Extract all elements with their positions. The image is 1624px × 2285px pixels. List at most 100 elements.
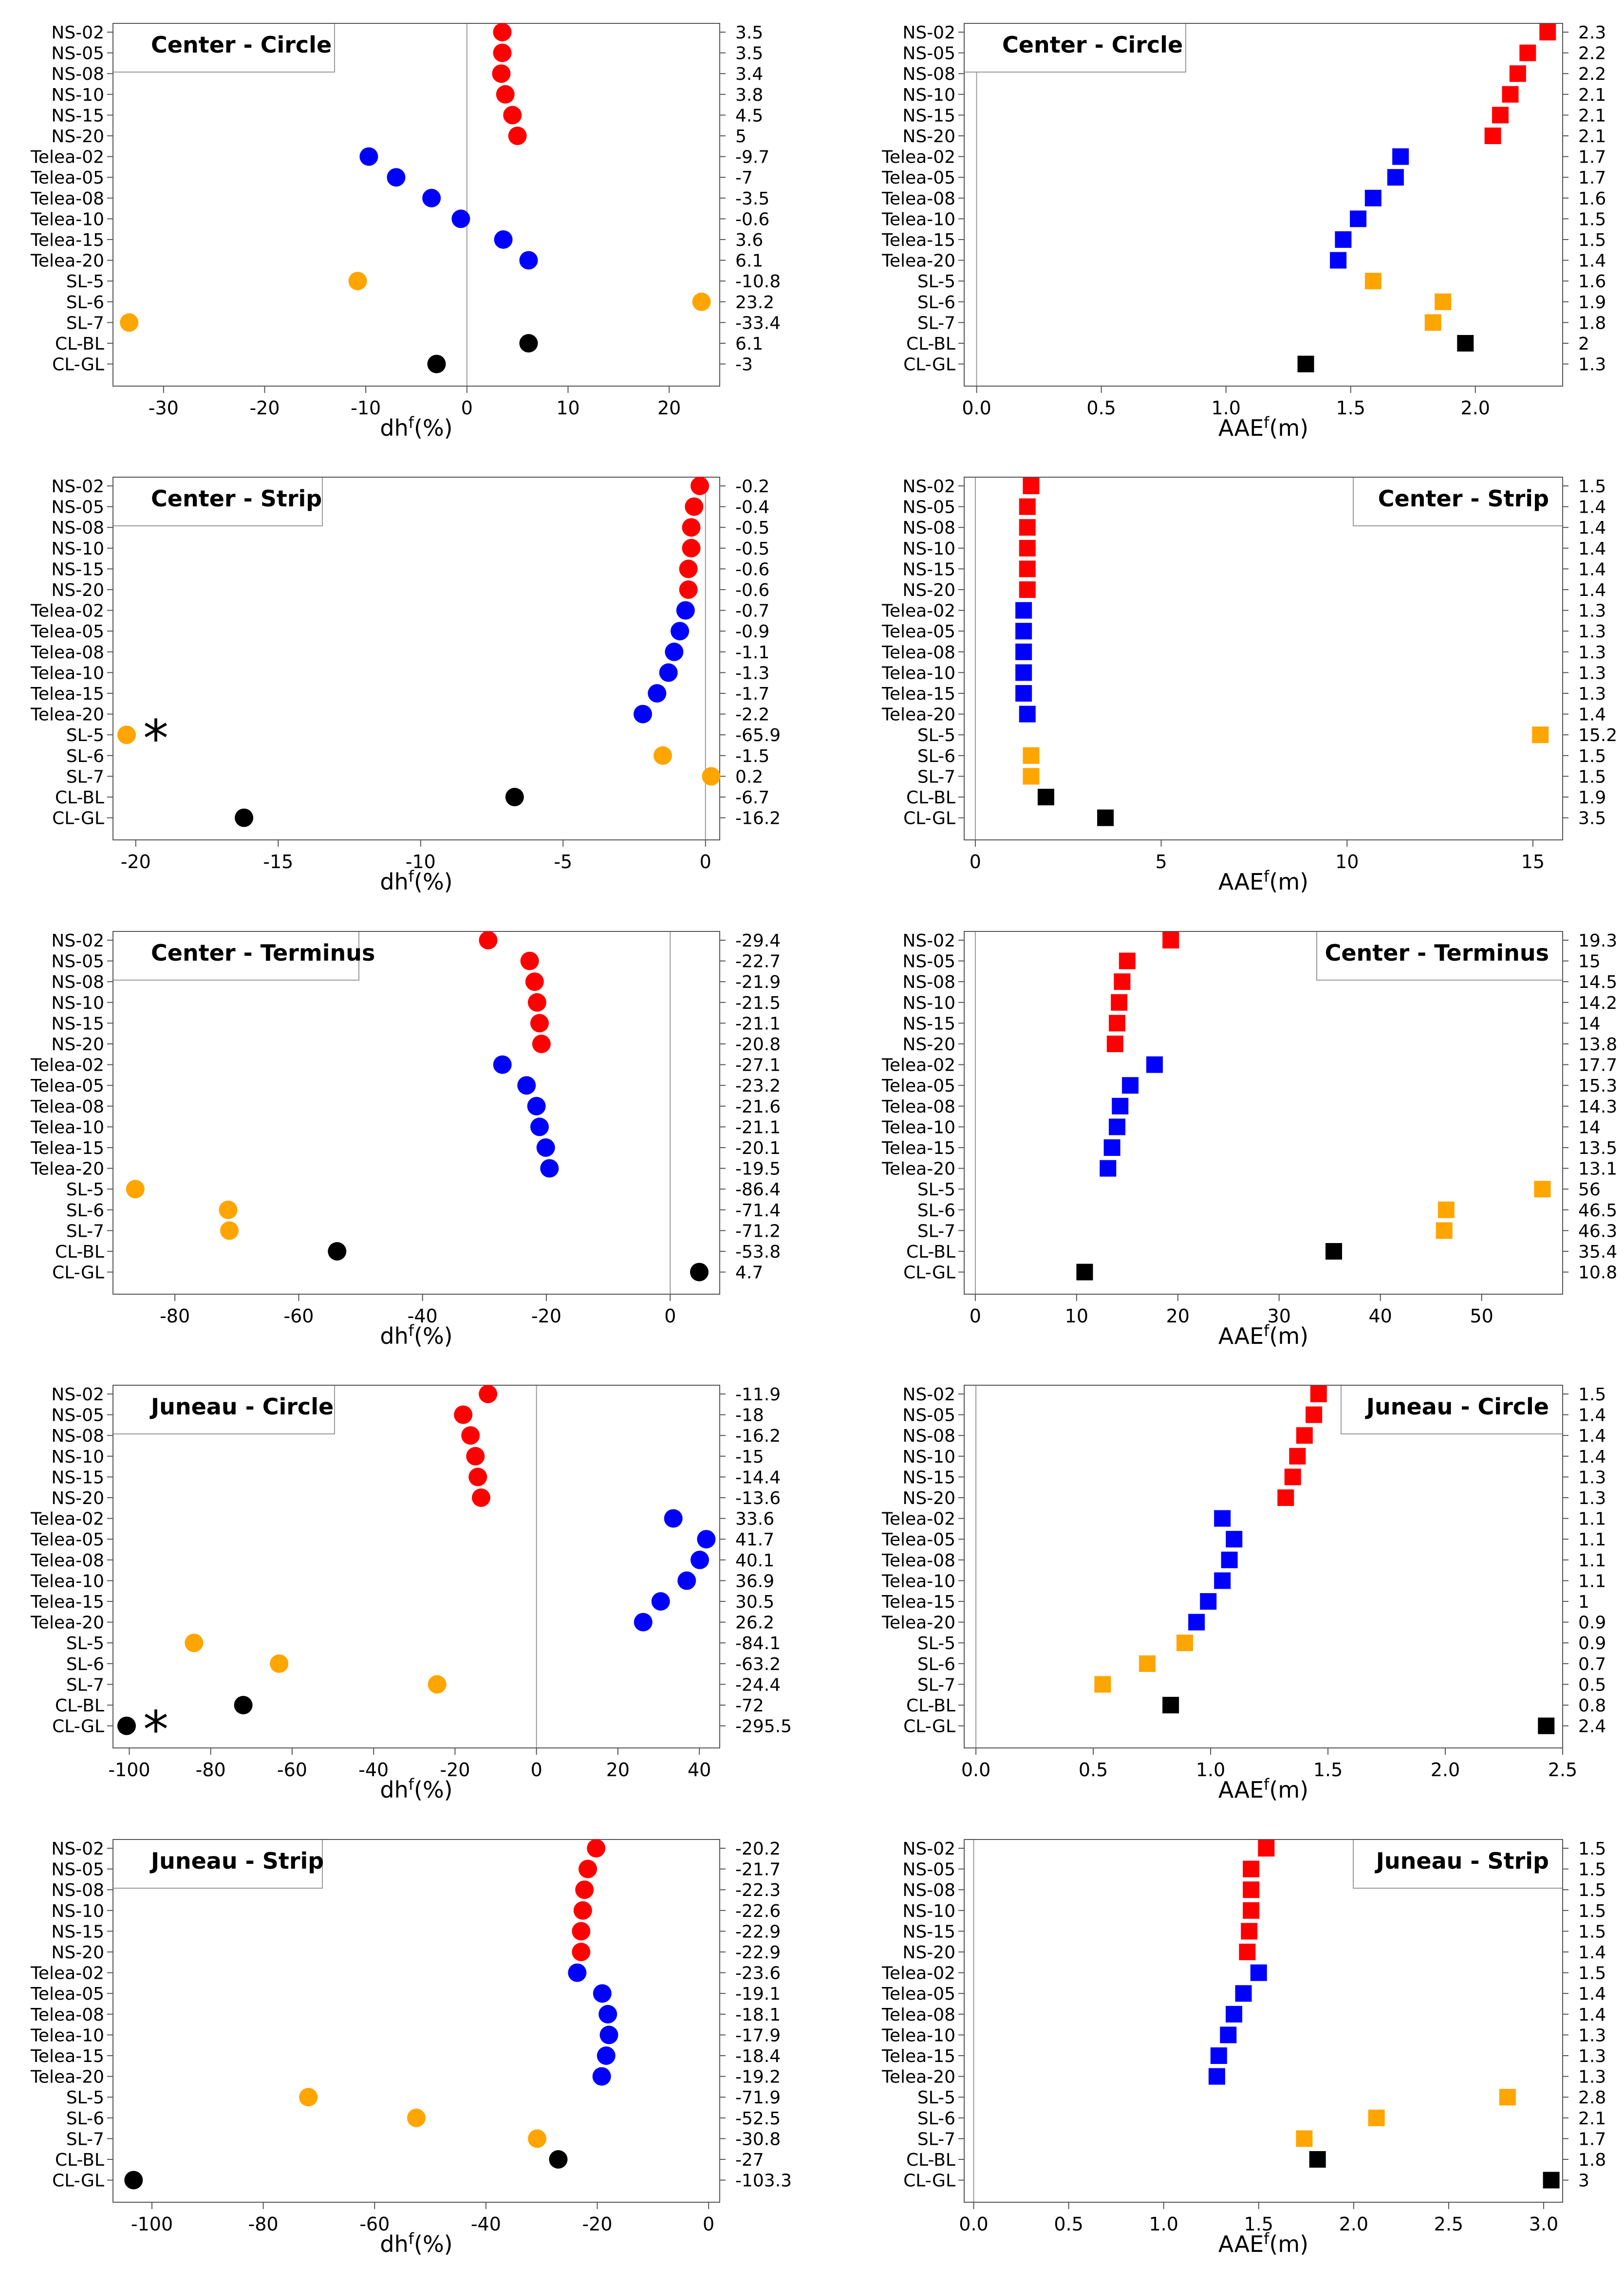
y-tick-label: NS-15 [51,106,104,126]
y-tick-label: NS-10 [51,993,104,1013]
data-label: -1.1 [735,643,769,663]
y-tick-label: Telea-02 [881,1056,955,1076]
y-tick-label: NS-08 [51,518,104,538]
x-axis-title: AAEf(m) [1218,2229,1308,2257]
panel-4: Center - TerminusNS-02NS-05NS-08NS-10NS-… [30,931,781,1349]
data-label: 1.3 [1578,2025,1606,2045]
data-label: -22.9 [735,1922,781,1942]
panel-title: Juneau - Circle [1341,1385,1563,1434]
data-label: -295.5 [735,1717,792,1737]
data-point [1162,1697,1179,1713]
data-label: -71.2 [735,1221,781,1241]
x-tick-label: -30 [149,397,179,419]
data-label: 3.5 [735,23,763,43]
data-point [1243,1902,1260,1919]
y-tick-label: NS-15 [902,1014,955,1034]
data-label: -30.8 [735,2129,781,2149]
data-point [1519,44,1536,61]
data-point [679,559,698,578]
y-tick-label: Telea-15 [30,684,104,704]
data-label: -27.1 [735,1056,781,1076]
data-label: -0.6 [735,559,769,579]
data-label: -72 [735,1696,764,1716]
data-label: 0.2 [735,767,763,787]
data-point [1122,1077,1139,1094]
y-tick-label: NS-08 [902,518,955,538]
y-tick-label: NS-15 [51,1014,104,1034]
data-point [702,767,721,786]
panel-title-box [1353,1839,1563,1889]
data-label: -6.7 [735,788,769,808]
data-label: -65.9 [735,725,781,745]
data-label: -7 [735,168,753,188]
data-point [587,1839,606,1858]
x-tick-label: 10 [556,397,579,419]
data-label: -71.9 [735,2088,781,2108]
y-tick-label: Telea-02 [30,148,104,167]
x-axis-title: dhf(%) [380,1321,452,1349]
data-label: -0.5 [735,539,769,559]
y-tick-label: SL-5 [66,725,104,745]
y-tick-label: NS-20 [902,1488,955,1508]
data-point [1188,1614,1205,1631]
y-tick-label: Telea-20 [30,1613,104,1633]
x-tick-label: 20 [606,1759,630,1781]
y-tick-label: SL-6 [66,1654,104,1674]
data-label: 1.5 [1578,1839,1606,1859]
plot-frame [112,1385,720,1748]
data-point [235,808,254,827]
y-tick-label: Telea-15 [881,1592,955,1612]
y-tick-label: SL-5 [66,2088,104,2108]
y-tick-label: SL-6 [917,1201,955,1221]
x-tick-label: 0 [700,851,711,873]
data-point [1484,128,1501,144]
panel-5: Center - TerminusNS-02NS-05NS-08NS-10NS-… [881,931,1617,1349]
y-tick-label: Telea-05 [881,1076,955,1096]
data-point [493,43,512,62]
data-point [568,1963,587,1982]
y-tick-label: NS-05 [902,44,955,64]
data-point [1109,1015,1126,1032]
x-tick-label: 2.0 [1461,397,1490,419]
x-tick-label: -80 [160,1305,190,1327]
y-tick-label: NS-20 [902,1035,955,1055]
data-label: 2.1 [1578,106,1606,126]
y-tick-label: Telea-05 [30,168,104,188]
y-tick-label: NS-05 [51,498,104,518]
data-point [519,251,538,270]
plot-frame [964,931,1563,1295]
y-tick-label: NS-20 [51,1943,104,1963]
data-label: 6.1 [735,334,763,354]
y-tick-label: Telea-02 [30,1964,104,1984]
y-tick-label: NS-20 [51,127,104,147]
y-tick-label: Telea-05 [881,1530,955,1550]
y-tick-label: CL-BL [906,334,955,354]
data-label: -18.1 [735,2005,781,2025]
y-tick-label: Telea-15 [30,1138,104,1158]
data-label: 1.4 [1578,498,1606,518]
x-tick-label: -40 [471,2213,501,2235]
x-axis-title: AAEf(m) [1218,867,1308,895]
data-label: -0.6 [735,580,769,600]
panel-title: Juneau - Strip [112,1839,324,1889]
y-tick-label: NS-05 [902,1860,955,1880]
x-tick-label: 0.0 [961,1759,990,1781]
y-tick-label: CL-GL [903,2171,955,2191]
data-point [573,1901,592,1920]
data-point [1243,1881,1260,1898]
x-tick-label: -100 [108,1759,150,1781]
data-point [466,1447,485,1466]
x-tick-label: 15 [1521,851,1545,873]
x-tick-label: 40 [688,1759,711,1781]
y-tick-label: NS-05 [51,1406,104,1426]
data-label: 2.1 [1578,127,1606,147]
data-point [651,1592,670,1611]
data-label: 1.1 [1578,1509,1606,1529]
x-axis-title: AAEf(m) [1218,413,1308,441]
x-tick-label: 0 [703,2213,714,2235]
data-label: 2.8 [1578,2088,1606,2108]
data-label: 1.8 [1578,2150,1606,2170]
data-point [479,1385,498,1403]
data-point [1364,273,1381,290]
